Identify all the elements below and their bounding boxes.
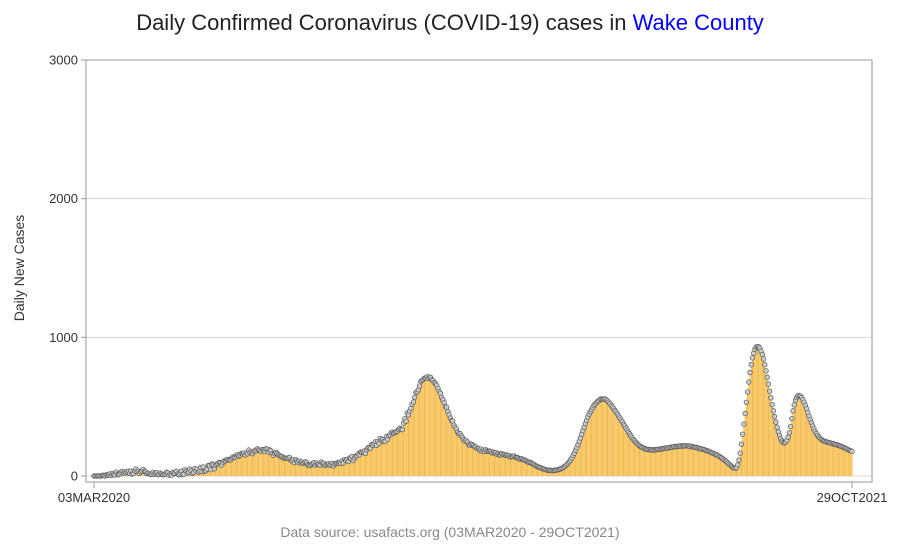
plot-frame — [85, 59, 873, 483]
data-point — [403, 418, 409, 424]
marker-series — [91, 343, 855, 479]
data-point — [790, 408, 796, 414]
data-point — [768, 395, 774, 401]
data-point — [748, 362, 754, 368]
data-point — [764, 374, 770, 380]
data-point — [767, 388, 773, 394]
y-axis-label: Daily New Cases — [11, 215, 27, 322]
data-point — [770, 408, 777, 414]
data-point — [738, 441, 745, 447]
y-tick-label: 3000 — [49, 53, 78, 68]
data-point — [743, 399, 749, 405]
y-tick-label: 1000 — [49, 330, 78, 345]
data-point — [746, 379, 752, 385]
y-tick-label: 2000 — [49, 191, 78, 206]
data-point — [744, 389, 751, 395]
data-point — [773, 419, 779, 425]
data-point — [740, 431, 746, 437]
y-axis-ticks: 0 1000 2000 3000 — [49, 53, 86, 484]
data-point — [759, 351, 765, 358]
y-tick-label: 0 — [71, 469, 78, 484]
data-point — [760, 356, 767, 362]
needle-series — [98, 346, 853, 476]
x-tick-end-label: 29OCT2021 — [817, 490, 888, 505]
data-point — [771, 414, 778, 420]
x-axis-ticks: 03MAR2020 29OCT2021 — [58, 482, 888, 505]
data-point — [762, 362, 768, 368]
data-point — [742, 410, 748, 417]
data-point — [410, 399, 417, 405]
chart-title: Daily Confirmed Coronavirus (COVID-19) c… — [136, 10, 764, 35]
data-point — [769, 401, 775, 408]
data-point — [736, 457, 742, 463]
data-point — [765, 381, 772, 387]
data-point — [791, 402, 797, 408]
data-point — [747, 369, 753, 376]
data-point — [774, 424, 780, 430]
source-note: Data source: usafacts.org (03MAR2020 - 2… — [280, 524, 619, 540]
data-point — [416, 383, 423, 389]
data-point — [789, 415, 795, 422]
data-point — [741, 421, 747, 427]
data-point — [443, 404, 450, 410]
data-point — [411, 394, 418, 401]
data-point — [735, 462, 741, 468]
data-point — [787, 423, 794, 430]
x-tick-start-label: 03MAR2020 — [58, 490, 130, 505]
data-point — [749, 355, 756, 361]
data-point — [763, 368, 769, 374]
data-point — [399, 427, 406, 433]
data-point — [785, 434, 791, 440]
data-point — [786, 429, 792, 436]
data-point — [737, 450, 743, 456]
data-point — [849, 448, 855, 454]
